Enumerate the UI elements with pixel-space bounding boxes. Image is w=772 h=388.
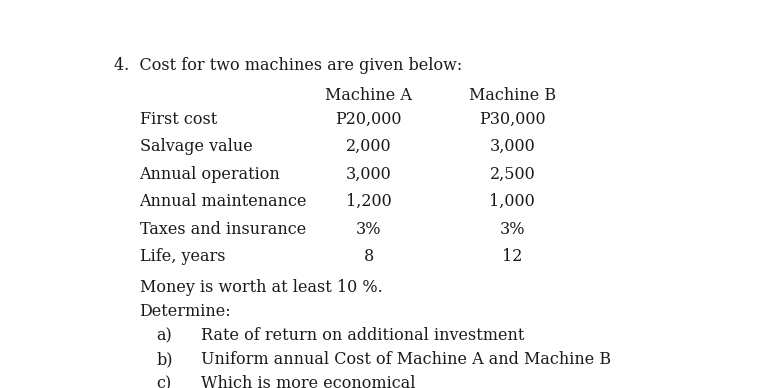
Text: Money is worth at least 10 %.: Money is worth at least 10 %.	[140, 279, 382, 296]
Text: Rate of return on additional investment: Rate of return on additional investment	[201, 327, 525, 344]
Text: 3,000: 3,000	[346, 166, 391, 183]
Text: 4.  Cost for two machines are given below:: 4. Cost for two machines are given below…	[114, 57, 462, 74]
Text: 3,000: 3,000	[489, 138, 535, 155]
Text: 3%: 3%	[499, 221, 525, 238]
Text: Which is more economical: Which is more economical	[201, 376, 415, 388]
Text: P30,000: P30,000	[479, 111, 546, 128]
Text: Determine:: Determine:	[140, 303, 231, 320]
Text: 1,200: 1,200	[346, 193, 391, 210]
Text: Machine B: Machine B	[469, 87, 556, 104]
Text: Salvage value: Salvage value	[140, 138, 252, 155]
Text: Annual operation: Annual operation	[140, 166, 280, 183]
Text: 1,000: 1,000	[489, 193, 535, 210]
Text: 12: 12	[502, 248, 523, 265]
Text: a): a)	[156, 327, 172, 344]
Text: 2,500: 2,500	[489, 166, 535, 183]
Text: 8: 8	[364, 248, 374, 265]
Text: Life, years: Life, years	[140, 248, 225, 265]
Text: Uniform annual Cost of Machine A and Machine B: Uniform annual Cost of Machine A and Mac…	[201, 351, 611, 368]
Text: Annual maintenance: Annual maintenance	[140, 193, 307, 210]
Text: Taxes and insurance: Taxes and insurance	[140, 221, 306, 238]
Text: c): c)	[156, 376, 171, 388]
Text: First cost: First cost	[140, 111, 217, 128]
Text: b): b)	[156, 351, 173, 368]
Text: 3%: 3%	[356, 221, 381, 238]
Text: P20,000: P20,000	[336, 111, 402, 128]
Text: 2,000: 2,000	[346, 138, 391, 155]
Text: Machine A: Machine A	[325, 87, 412, 104]
